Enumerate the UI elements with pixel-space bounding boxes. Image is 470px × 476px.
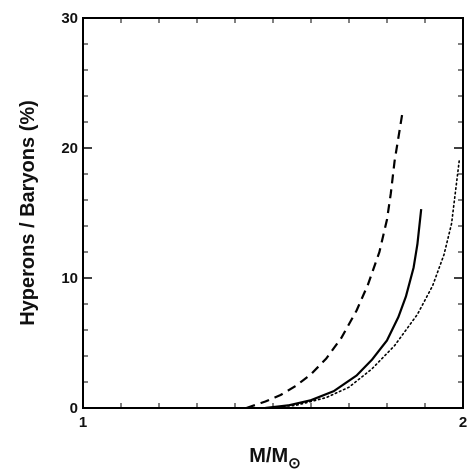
series-dotted-line	[264, 160, 460, 409]
x-axis-label-main: M/M	[249, 445, 288, 467]
x-axis-label: M/M⊙	[249, 445, 300, 472]
x-axis-label-subscript: ⊙	[288, 455, 301, 472]
x-tick-label: 1	[79, 414, 87, 431]
y-axis-label: Hyperons / Baryons (%)	[17, 100, 39, 326]
y-tick-label: 10	[61, 270, 78, 287]
tick-labels: 0 10 20 30 1 2	[61, 10, 467, 431]
series-dashed-line	[246, 114, 404, 410]
y-tick-label: 30	[61, 10, 78, 27]
x-tick-label: 2	[459, 414, 467, 431]
tick-marks	[82, 17, 464, 409]
series-solid-line	[265, 208, 423, 410]
data-series	[246, 114, 460, 410]
y-tick-label: 0	[70, 400, 78, 417]
y-tick-label: 20	[61, 140, 78, 157]
